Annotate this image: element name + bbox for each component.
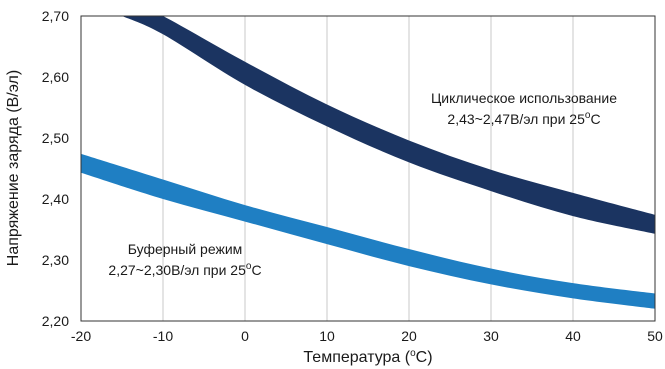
x-tick-label: 10	[319, 328, 335, 344]
y-tick-label: 2,40	[42, 191, 69, 207]
series-band-1	[122, 16, 655, 234]
annotation-float-range: 2,27~2,30В/эл при 25oC	[108, 261, 261, 278]
x-tick-label: -10	[153, 328, 173, 344]
series-bands	[81, 16, 655, 309]
annotation-float-title: Буферный режим	[128, 241, 243, 257]
x-tick-label: 50	[647, 328, 663, 344]
annotation-cyclic-range: 2,43~2,47В/эл при 25oC	[447, 110, 600, 127]
y-tick-labels: 2,20 2,30 2,40 2,50 2,60 2,70	[42, 8, 69, 329]
y-tick-label: 2,30	[42, 252, 69, 268]
plot-border	[80, 15, 656, 322]
x-axis-title: Температура (oC)	[303, 348, 432, 366]
x-tick-label: 20	[401, 328, 417, 344]
x-tick-label: 0	[241, 328, 249, 344]
plot-frame	[80, 15, 656, 322]
y-axis-title: Напряжение заряда (В/эл)	[5, 70, 22, 266]
y-tick-label: 2,50	[42, 130, 69, 146]
x-tick-label: 30	[483, 328, 499, 344]
series-band-2	[81, 153, 655, 309]
x-tick-labels: -20 -10 0 10 20 30 40 50	[71, 328, 663, 344]
y-tick-label: 2,20	[42, 313, 69, 329]
annotation-cyclic-title: Циклическое использование	[431, 90, 617, 106]
x-tick-label: -20	[71, 328, 91, 344]
x-tick-label: 40	[565, 328, 581, 344]
y-tick-label: 2,60	[42, 69, 69, 85]
y-tick-label: 2,70	[42, 8, 69, 24]
